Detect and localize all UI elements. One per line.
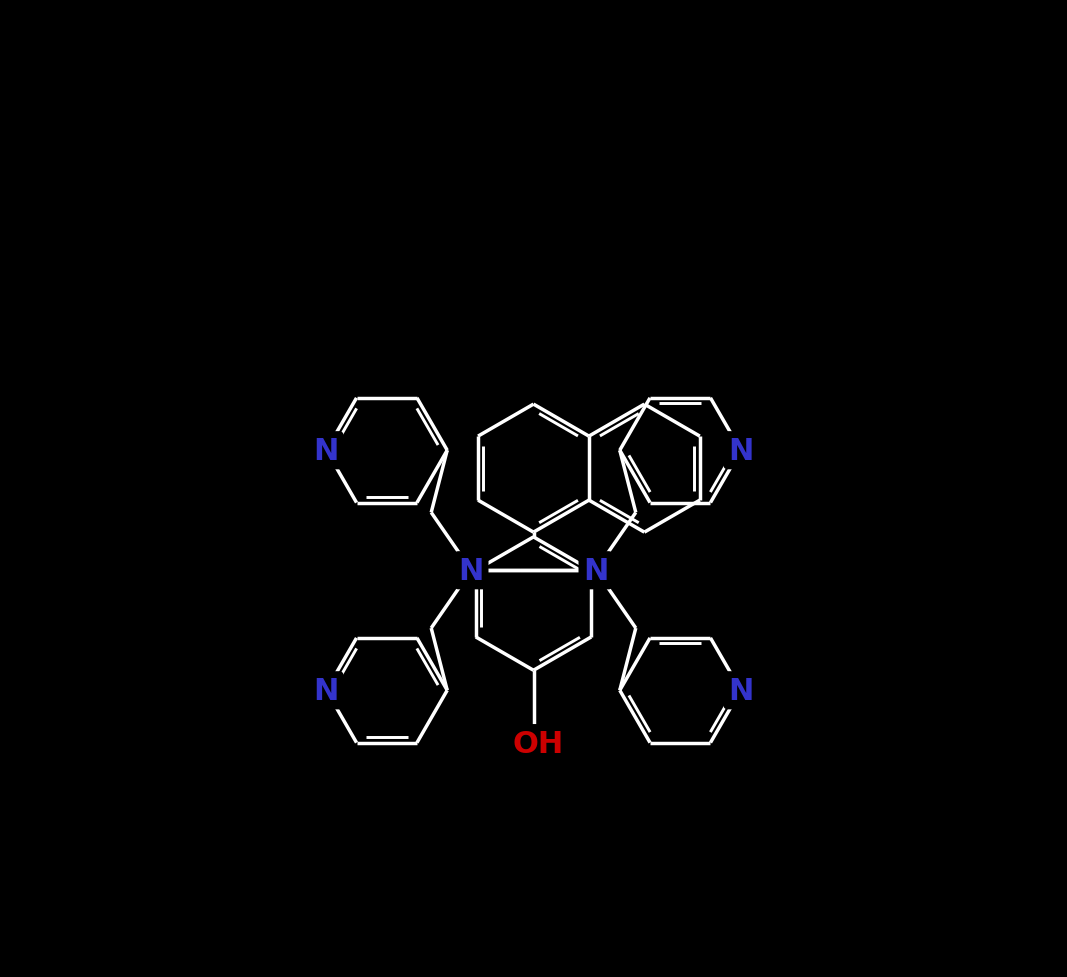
Text: N: N [314,676,339,705]
Text: N: N [728,437,753,465]
Text: N: N [728,676,753,705]
Text: N: N [314,437,339,465]
Text: OH: OH [512,729,563,758]
Text: N: N [583,556,608,585]
Text: N: N [459,556,484,585]
